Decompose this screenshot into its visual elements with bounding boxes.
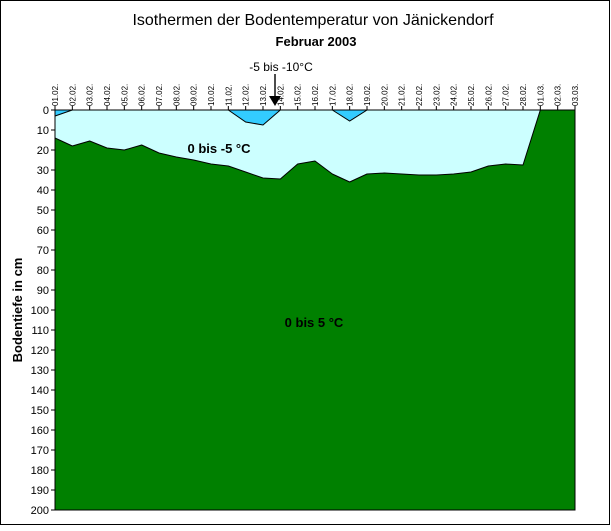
y-tick-label: 120 (31, 345, 49, 357)
y-tick-label: 100 (31, 305, 49, 317)
x-tick-label: 05.02. (120, 84, 129, 106)
x-tick-label: 01.02. (51, 84, 60, 106)
x-tick-label: 17.02. (328, 84, 337, 106)
x-tick-label: 25.02. (467, 84, 476, 106)
cool-zone-label: 0 bis -5 °C (188, 141, 252, 156)
y-tick-label: 150 (31, 405, 49, 417)
y-tick-label: 140 (31, 385, 49, 397)
x-tick-label: 14.02. (276, 84, 285, 106)
y-tick-label: 40 (37, 185, 49, 197)
y-axis-label: Bodentiefe in cm (10, 258, 25, 363)
y-tick-label: 50 (37, 205, 49, 217)
y-tick-label: 110 (31, 325, 49, 337)
x-tick-label: 24.02. (450, 84, 459, 106)
x-tick-label: 02.02. (68, 84, 77, 106)
x-tick-label: 03.03. (571, 84, 580, 106)
x-tick-label: 21.02. (398, 84, 407, 106)
y-tick-label: 160 (31, 425, 49, 437)
x-tick-label: 12.02. (242, 84, 251, 106)
y-tick-label: 170 (31, 445, 49, 457)
y-tick-label: 200 (31, 505, 49, 517)
y-tick-label: 20 (37, 145, 49, 157)
y-tick-label: 130 (31, 365, 49, 377)
x-tick-label: 23.02. (432, 84, 441, 106)
y-tick-label: 90 (37, 285, 49, 297)
x-tick-label: 27.02. (502, 84, 511, 106)
y-tick-label: 180 (31, 465, 49, 477)
y-tick-label: 190 (31, 485, 49, 497)
x-tick-label: 04.02. (103, 84, 112, 106)
plot-area (54, 109, 576, 511)
chart-subtitle: Februar 2003 (276, 34, 357, 49)
x-tick-label: 09.02. (190, 84, 199, 106)
axes: 0 10 20 30 40 50 60 70 80 90 100 110 120 130 140 150 160… (31, 84, 580, 517)
x-tick-label: 03.02. (86, 84, 95, 106)
y-tick-label: 0 (43, 105, 49, 117)
y-tick-label: 70 (37, 245, 49, 257)
x-tick-label: 18.02. (346, 84, 355, 106)
x-tick-label: 10.02. (207, 84, 216, 106)
x-tick-label: 26.02. (484, 84, 493, 106)
y-tick-label: 80 (37, 265, 49, 277)
x-tick-label: 16.02. (311, 84, 320, 106)
cold-zone-label: -5 bis -10°C (249, 60, 313, 74)
y-tick-label: 10 (37, 125, 49, 137)
x-tick-label: 02.03. (554, 84, 563, 106)
warm-zone-area (54, 109, 576, 511)
down-arrow-icon (269, 74, 281, 106)
x-tick-label: 11.02. (224, 84, 233, 106)
x-tick-label: 28.02. (519, 84, 528, 106)
warm-zone-label: 0 bis 5 °C (285, 315, 344, 330)
chart-title: Isothermen der Bodentemperatur von Jänic… (132, 12, 494, 29)
x-tick-label: 19.02. (363, 84, 372, 106)
x-tick-label: 08.02. (172, 84, 181, 106)
x-tick-label: 01.03. (536, 84, 545, 106)
x-tick-label: 22.02. (415, 84, 424, 106)
x-tick-label: 15.02. (294, 84, 303, 106)
y-tick-label: 60 (37, 225, 49, 237)
x-tick-label: 20.02. (380, 84, 389, 106)
x-tick-label: 13.02. (259, 84, 268, 106)
y-tick-label: 30 (37, 165, 49, 177)
x-tick-label: 07.02. (155, 84, 164, 106)
x-tick-label: 06.02. (138, 84, 147, 106)
